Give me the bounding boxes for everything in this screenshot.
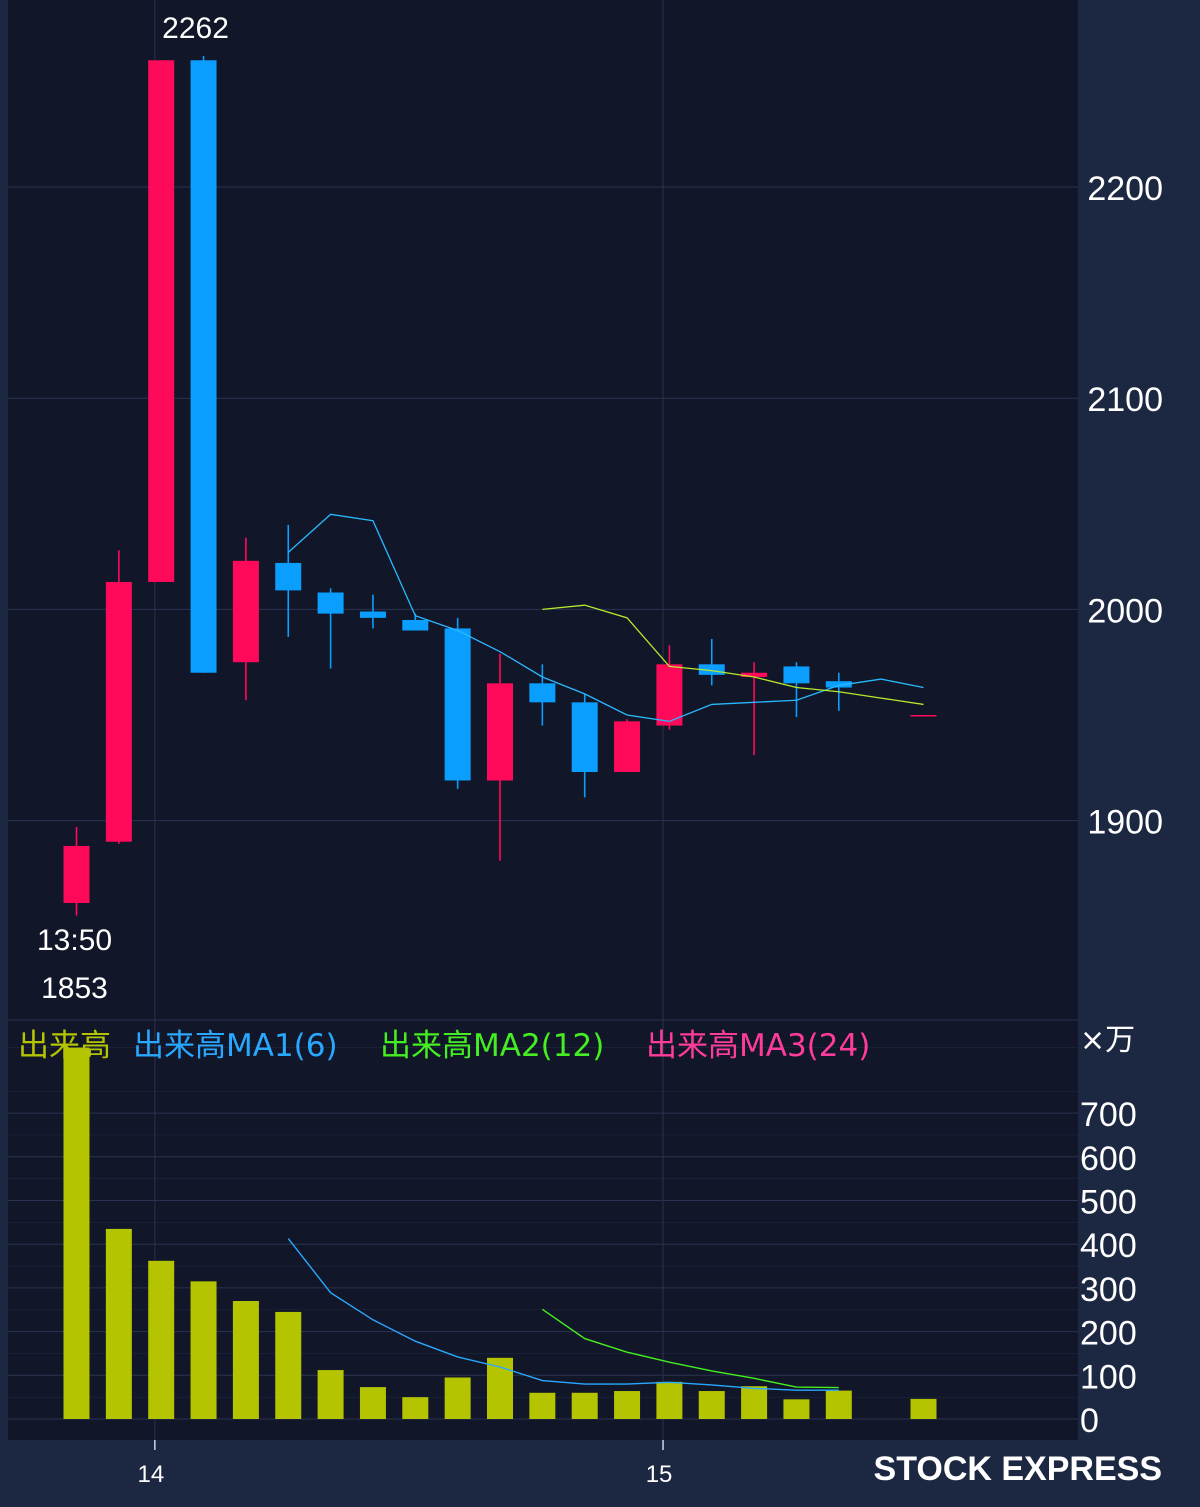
candle-body bbox=[614, 721, 641, 773]
volume-tick-label: 100 bbox=[1080, 1358, 1137, 1396]
volume-bar bbox=[825, 1390, 852, 1419]
candle-body bbox=[63, 845, 90, 903]
candle-body bbox=[232, 560, 259, 663]
volume-legend: 出来高 出来高MA1(6) 出来高MA2(12) 出来高MA3(24) bbox=[18, 1028, 870, 1064]
low-time-label: 13:50 bbox=[37, 924, 112, 957]
brand-logo: STOCK EXPRESS bbox=[873, 1450, 1162, 1488]
volume-unit-label: ×万 bbox=[1080, 1023, 1135, 1058]
volume-bar bbox=[232, 1301, 259, 1419]
volume-tick-label: 600 bbox=[1080, 1140, 1137, 1178]
price-ma-line bbox=[542, 604, 924, 706]
volume-bar bbox=[317, 1370, 344, 1419]
legend-item: 出来高MA3(24) bbox=[646, 1028, 870, 1064]
volume-ma-line bbox=[541, 1308, 839, 1389]
volume-bar bbox=[571, 1392, 598, 1419]
candle-body bbox=[825, 681, 852, 688]
price-axis-labels: 1900 2000 2100 2200 bbox=[1087, 170, 1163, 842]
candle-body bbox=[656, 664, 683, 726]
annotations: 2262 13:50 1853 bbox=[37, 12, 229, 1005]
candle-body bbox=[698, 664, 725, 675]
volume-tick-label: 0 bbox=[1080, 1402, 1099, 1440]
candle-body bbox=[402, 619, 429, 631]
volume-bar bbox=[741, 1386, 768, 1419]
legend-item: 出来高 bbox=[18, 1028, 111, 1064]
volume-bar bbox=[148, 1260, 175, 1419]
volume-tick-label: 700 bbox=[1080, 1096, 1137, 1134]
legend-item: 出来高MA2(12) bbox=[380, 1028, 604, 1064]
candle-body bbox=[359, 611, 386, 618]
candle-body bbox=[487, 683, 513, 781]
volume-bar bbox=[402, 1397, 429, 1419]
volume-bar bbox=[614, 1391, 641, 1419]
low-price-label: 1853 bbox=[41, 972, 108, 1005]
volume-bar bbox=[783, 1399, 810, 1419]
volume-bars bbox=[63, 1047, 937, 1419]
legend-item: 出来高MA1(6) bbox=[133, 1028, 338, 1064]
candle-body bbox=[571, 702, 598, 773]
high-price-label: 2262 bbox=[162, 12, 229, 45]
candle-body bbox=[148, 60, 175, 582]
x-axis-labels: 14 15 bbox=[137, 1461, 672, 1488]
volume-tick-label: 300 bbox=[1080, 1271, 1137, 1309]
candles bbox=[63, 56, 937, 916]
price-ma-lines bbox=[287, 513, 924, 723]
volume-ma-line bbox=[287, 1238, 839, 1391]
volume-bar bbox=[190, 1281, 217, 1419]
volume-bar bbox=[487, 1357, 513, 1419]
volume-bar bbox=[275, 1311, 302, 1419]
candle-body bbox=[529, 683, 556, 703]
candle-body bbox=[317, 592, 344, 614]
volume-bar bbox=[529, 1392, 556, 1419]
volume-bar bbox=[444, 1377, 471, 1419]
price-tick-label: 2100 bbox=[1087, 381, 1163, 419]
price-ma-line bbox=[287, 513, 924, 723]
volume-ma-lines bbox=[287, 1238, 839, 1391]
price-tick-label: 1900 bbox=[1087, 804, 1163, 842]
x-tick-label: 14 bbox=[137, 1461, 164, 1488]
volume-bar bbox=[910, 1398, 937, 1419]
x-tick-label: 15 bbox=[646, 1461, 673, 1488]
candle-body bbox=[910, 715, 937, 717]
candle-body bbox=[105, 581, 132, 842]
candle-body bbox=[741, 672, 768, 677]
volume-bar bbox=[359, 1387, 386, 1419]
candle-body bbox=[783, 666, 810, 684]
volume-tick-label: 200 bbox=[1080, 1315, 1137, 1353]
price-tick-label: 2200 bbox=[1087, 170, 1163, 208]
volume-bar bbox=[105, 1228, 132, 1419]
volume-grid bbox=[8, 1047, 1078, 1420]
volume-bar bbox=[698, 1391, 725, 1419]
candle-body bbox=[444, 628, 471, 781]
candle-body bbox=[275, 562, 302, 591]
volume-bar bbox=[63, 1047, 90, 1419]
volume-bar bbox=[656, 1381, 683, 1419]
price-tick-label: 2000 bbox=[1087, 592, 1163, 630]
volume-tick-label: 500 bbox=[1080, 1184, 1137, 1222]
volume-tick-label: 400 bbox=[1080, 1227, 1137, 1265]
candle-body bbox=[190, 60, 217, 673]
volume-axis-labels: 0 100 200 300 400 500 600 700 ×万 bbox=[1080, 1023, 1137, 1440]
